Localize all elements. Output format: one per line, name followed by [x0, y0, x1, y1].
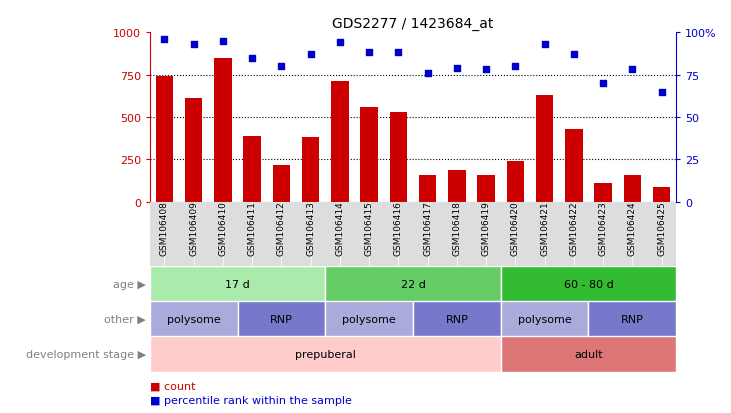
- Point: [626, 67, 638, 74]
- Text: 17 d: 17 d: [225, 279, 250, 289]
- Point: [393, 50, 404, 57]
- Bar: [302, 138, 319, 202]
- Text: polysome: polysome: [167, 314, 221, 324]
- Bar: [238, 301, 325, 337]
- Text: 22 d: 22 d: [401, 279, 425, 289]
- Bar: [150, 266, 325, 301]
- Bar: [501, 266, 676, 301]
- Text: other ▶: other ▶: [105, 314, 146, 324]
- Text: age ▶: age ▶: [113, 279, 146, 289]
- Bar: [624, 175, 641, 202]
- Point: [159, 36, 170, 43]
- Point: [510, 64, 521, 70]
- Bar: [477, 175, 495, 202]
- Bar: [653, 187, 670, 202]
- Point: [276, 64, 287, 70]
- Bar: [325, 266, 501, 301]
- Bar: [150, 301, 238, 337]
- Bar: [588, 301, 676, 337]
- Point: [305, 52, 317, 58]
- Bar: [185, 99, 202, 202]
- Bar: [243, 136, 261, 202]
- Point: [246, 55, 258, 62]
- Text: 60 - 80 d: 60 - 80 d: [564, 279, 613, 289]
- Point: [363, 50, 375, 57]
- Point: [597, 81, 609, 87]
- Text: polysome: polysome: [518, 314, 572, 324]
- Bar: [325, 301, 413, 337]
- Point: [539, 42, 550, 48]
- Bar: [507, 162, 524, 202]
- Bar: [360, 107, 378, 202]
- Bar: [413, 301, 501, 337]
- Bar: [536, 96, 553, 202]
- Text: development stage ▶: development stage ▶: [26, 349, 146, 359]
- Text: prepuberal: prepuberal: [295, 349, 356, 359]
- Bar: [273, 165, 290, 202]
- Point: [334, 40, 346, 47]
- Bar: [150, 337, 501, 372]
- Point: [188, 42, 200, 48]
- Point: [217, 38, 229, 45]
- Bar: [565, 130, 583, 202]
- Bar: [594, 184, 612, 202]
- Text: adult: adult: [574, 349, 603, 359]
- Bar: [448, 170, 466, 202]
- Bar: [214, 59, 232, 202]
- Text: ■ percentile rank within the sample: ■ percentile rank within the sample: [150, 395, 352, 405]
- Bar: [331, 82, 349, 202]
- Text: RNP: RNP: [621, 314, 644, 324]
- Text: ■ count: ■ count: [150, 380, 195, 390]
- Text: RNP: RNP: [445, 314, 469, 324]
- Text: RNP: RNP: [270, 314, 293, 324]
- Point: [422, 70, 433, 77]
- Text: polysome: polysome: [342, 314, 396, 324]
- Point: [451, 65, 463, 72]
- Point: [656, 89, 667, 96]
- Bar: [390, 113, 407, 202]
- Bar: [501, 337, 676, 372]
- Bar: [156, 77, 173, 202]
- Bar: [419, 175, 436, 202]
- Bar: [501, 301, 588, 337]
- Point: [568, 52, 580, 58]
- Point: [480, 67, 492, 74]
- Title: GDS2277 / 1423684_at: GDS2277 / 1423684_at: [333, 17, 493, 31]
